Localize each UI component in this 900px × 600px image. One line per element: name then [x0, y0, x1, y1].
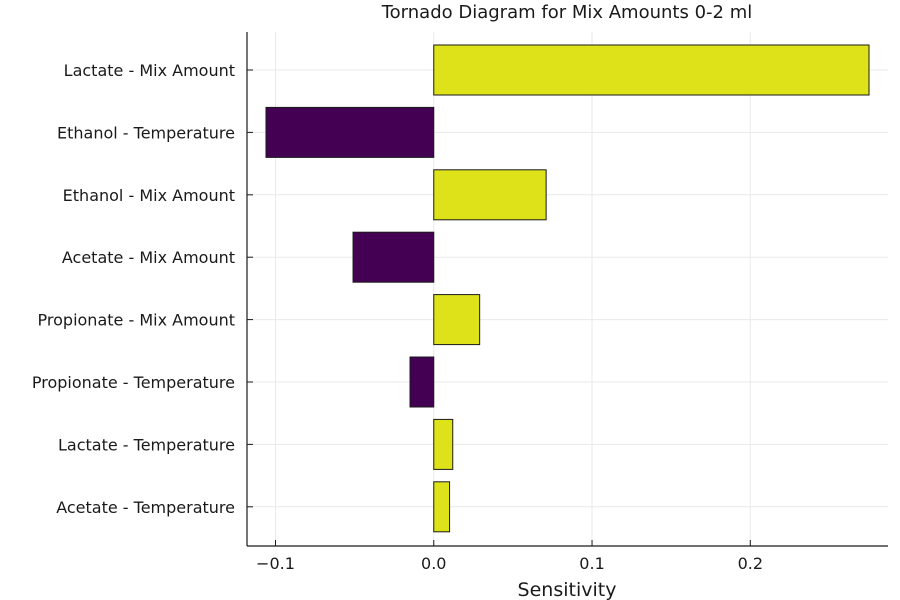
y-tick-label: Lactate - Temperature — [58, 435, 235, 454]
x-tick-label: 0.1 — [579, 554, 604, 573]
bars-layer — [265, 44, 870, 533]
x-axis-label: Sensitivity — [518, 579, 617, 600]
ticks-layer: −0.1 0.0 0.1 0.2 Lactate - Mix Amount Ethanol… — [32, 61, 763, 573]
bar — [265, 106, 435, 158]
bar — [409, 356, 435, 408]
y-tick-label: Acetate - Temperature — [56, 498, 235, 517]
bar — [433, 169, 547, 221]
chart-title: Tornado Diagram for Mix Amounts 0-2 ml — [381, 2, 753, 23]
bar — [433, 294, 481, 346]
bar — [352, 231, 435, 283]
y-tick-label: Ethanol - Temperature — [57, 123, 235, 142]
y-tick-label: Propionate - Temperature — [32, 373, 235, 392]
y-tick-label: Lactate - Mix Amount — [64, 61, 235, 80]
y-tick-label: Acetate - Mix Amount — [62, 248, 235, 267]
x-tick-label: −0.1 — [256, 554, 295, 573]
bar — [433, 481, 451, 533]
y-tick-label: Ethanol - Mix Amount — [63, 186, 235, 205]
axes-layer — [246, 32, 888, 547]
x-tick-label: 0.2 — [738, 554, 763, 573]
x-tick-label: 0.0 — [421, 554, 446, 573]
y-tick-label: Propionate - Mix Amount — [38, 311, 235, 330]
bar — [433, 44, 870, 96]
bar — [433, 418, 454, 470]
